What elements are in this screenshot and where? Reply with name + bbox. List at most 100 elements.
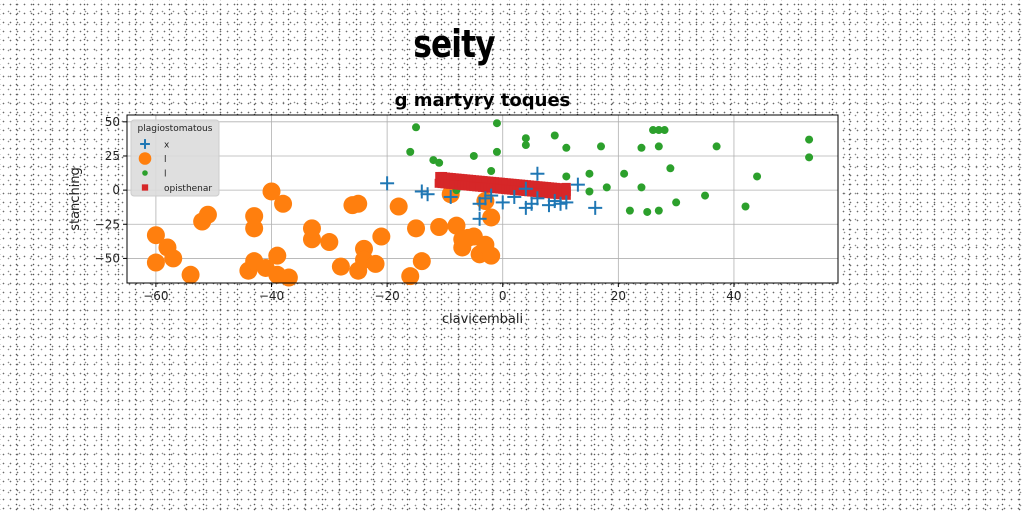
- data-point: [530, 191, 545, 206]
- data-point: [602, 183, 611, 192]
- legend-label: l: [164, 155, 167, 165]
- data-point: [654, 126, 663, 135]
- data-point: [146, 253, 165, 272]
- data-point: [495, 195, 510, 210]
- data-point: [349, 194, 368, 213]
- data-point: [637, 183, 646, 192]
- data-point: [420, 187, 435, 202]
- series-0: [380, 166, 603, 226]
- data-point: [181, 265, 200, 284]
- legend-box: [130, 119, 220, 197]
- data-point: [164, 249, 183, 268]
- plot-frame: [126, 114, 839, 284]
- data-point: [482, 208, 501, 227]
- data-point: [805, 135, 814, 144]
- data-point: [805, 153, 814, 162]
- axis-ticks: −60 −40 −20 0 20 40 −50 −25 0 25 50: [95, 115, 742, 303]
- data-point: [412, 123, 421, 132]
- data-point: [262, 182, 281, 201]
- data-point: [274, 194, 293, 213]
- data-point: [753, 172, 762, 181]
- data-point: [401, 267, 420, 286]
- x-tick-label: 40: [726, 289, 741, 303]
- data-point: [559, 195, 574, 210]
- legend-label: l: [164, 170, 167, 180]
- data-point: [484, 188, 499, 203]
- data-point: [625, 206, 634, 215]
- x-tick-label: 20: [611, 289, 626, 303]
- data-point: [492, 147, 501, 156]
- data-point: [472, 211, 487, 226]
- data-point: [530, 166, 545, 181]
- data-point: [649, 126, 658, 135]
- data-point: [570, 177, 585, 192]
- data-point: [701, 191, 710, 200]
- data-point: [654, 142, 663, 151]
- legend-title: plagiostomatous: [138, 124, 213, 134]
- data-point: [430, 218, 449, 236]
- data-point: [469, 151, 478, 160]
- data-point: [518, 181, 533, 196]
- y-tick-label: −25: [95, 217, 120, 231]
- x-axis-label: clavicembali: [442, 312, 523, 327]
- data-point: [561, 186, 571, 196]
- data-point: [366, 254, 385, 273]
- data-point: [492, 119, 501, 128]
- data-point: [406, 147, 415, 156]
- data-point: [507, 189, 522, 204]
- data-point: [660, 126, 669, 135]
- data-point: [562, 143, 571, 152]
- data-point: [620, 169, 629, 178]
- data-point: [637, 143, 646, 152]
- x-tick-label: −20: [374, 289, 399, 303]
- legend-marker: [138, 152, 152, 165]
- y-tick-label: 25: [105, 149, 120, 163]
- y-axis-label: stanching: [68, 167, 83, 231]
- data-point: [447, 216, 466, 235]
- data-point: [146, 226, 165, 245]
- data-point: [414, 184, 429, 199]
- data-point: [482, 246, 501, 265]
- data-point: [712, 142, 721, 151]
- data-point: [380, 176, 395, 191]
- figure-title: seity: [413, 22, 495, 66]
- data-point: [331, 257, 350, 276]
- legend-marker: [141, 184, 149, 191]
- data-point: [547, 194, 562, 209]
- data-point: [588, 200, 603, 215]
- series-1: [146, 182, 501, 287]
- data-point: [407, 219, 426, 238]
- data-point: [435, 158, 444, 167]
- data-point: [562, 172, 571, 181]
- data-point: [654, 206, 663, 215]
- data-point: [279, 268, 298, 287]
- data-point: [550, 131, 559, 140]
- data-point: [412, 252, 431, 271]
- data-point: [666, 164, 675, 173]
- legend-label: opisthenar: [164, 184, 212, 194]
- data-point: [478, 191, 493, 206]
- y-tick-label: 0: [112, 183, 120, 197]
- data-point: [487, 167, 496, 175]
- data-point: [302, 219, 321, 238]
- data-point: [389, 197, 408, 216]
- x-tick-label: 0: [499, 289, 507, 303]
- data-point: [597, 142, 605, 151]
- legend-label: x: [164, 141, 170, 151]
- data-point: [585, 187, 594, 196]
- data-point: [521, 134, 530, 143]
- data-point: [585, 169, 594, 178]
- data-point: [521, 141, 530, 150]
- data-point: [443, 189, 458, 204]
- data-point: [741, 202, 750, 211]
- y-tick-label: 50: [105, 115, 120, 129]
- y-tick-label: −50: [95, 251, 120, 265]
- data-point: [672, 198, 681, 207]
- data-point: [268, 246, 287, 265]
- data-point: [245, 219, 264, 238]
- legend-marker: [142, 170, 148, 176]
- legend-marker: [140, 139, 150, 149]
- data-layer: [146, 119, 814, 287]
